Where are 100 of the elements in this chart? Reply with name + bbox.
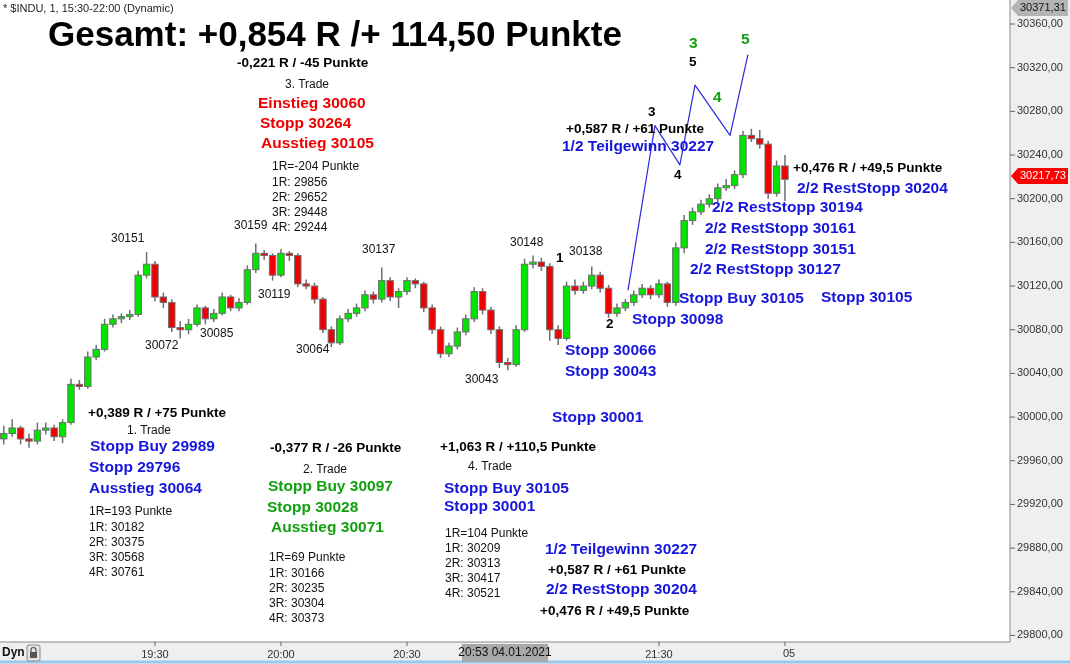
annotation: +0,476 R / +49,5 Punkte [793,159,943,175]
annotation: 4R: 30373 [269,611,325,626]
annotation: Stopp 30001 [444,497,536,515]
y-tick-label: 30200,00 [1017,191,1063,204]
annotation: 1R: 29856 [272,175,328,190]
y-tick-label: 30160,00 [1017,235,1063,248]
annotation: 30119 [258,287,291,302]
annotation: 2/2 RestStopp 30127 [690,260,841,278]
text: 30371,31 [1020,0,1066,13]
y-tick-label: 30280,00 [1017,104,1063,117]
text: 05 [782,646,796,659]
annotation: -0,377 R / -26 Punkte [270,439,402,455]
annotation: Stopp 30066 [565,341,657,359]
annotation: 1R: 30166 [269,566,325,581]
annotation: +0,389 R / +75 Punkte [88,404,227,420]
annotation: 3R: 30568 [89,550,145,565]
annotation: Stopp 30001 [552,408,644,426]
annotation: Stopp Buy 30097 [268,477,393,495]
x-tick-label: 21:30 [645,647,673,660]
y-tick-label: 29920,00 [1017,497,1063,510]
annotation: 3R: 30417 [445,571,501,586]
annotation: 4. Trade [468,459,513,474]
annotation: 1. Trade [127,423,172,438]
text: 20:53 04.01.2021 [458,645,553,660]
annotation: 30138 [569,244,603,259]
annotation: Ausstieg 30064 [89,479,203,497]
annotation: 3 [689,34,698,52]
annotation: 1R: 30209 [445,541,501,556]
annotation: 30137 [362,242,396,257]
annotation: +1,063 R / +110,5 Punkte [440,438,597,454]
annotation: Stopp Buy 30105 [444,479,570,497]
annotation: 4 [674,166,682,182]
y-tick-label: 29880,00 [1017,541,1063,554]
chart-title: Gesamt: +0,854 R /+ 114,50 Punkte [48,14,622,54]
y-tick-label: 30080,00 [1017,322,1063,335]
annotation: +0,476 R / +49,5 Punkte [540,602,690,618]
y-tick-label: 30240,00 [1017,147,1063,160]
annotation: Stopp 30028 [267,498,359,516]
annotation: Ausstieg 30105 [261,134,375,152]
x-tick-label: 20:30 [393,647,421,660]
annotation: 2/2 RestStopp 30194 [712,198,864,216]
annotation: 30072 [145,338,179,353]
annotation: Stopp 30264 [260,114,352,132]
text: Dyn [2,645,25,660]
annotation: 3. Trade [285,77,330,92]
annotation: 2R: 29652 [272,190,328,205]
y-tick-label: 30000,00 [1017,409,1063,422]
y-tick-label: 29840,00 [1017,584,1063,597]
annotation: 2R: 30313 [445,556,501,571]
y-tick-label: 30320,00 [1017,60,1063,73]
annotation: -0,221 R / -45 Punkte [237,54,369,70]
annotation: +0,587 R / +61 Punkte [548,561,687,577]
annotation: 2R: 30375 [89,535,145,550]
annotation: 3 [648,103,656,119]
annotation: Stopp 30098 [632,310,724,328]
annotation: 2 [606,315,614,331]
annotation: +0,587 R / +61 Punkte [566,120,705,136]
y-tick-label: 30040,00 [1017,366,1063,379]
annotation: 4R: 30761 [89,565,145,580]
annotation: Einstieg 30060 [258,94,366,112]
annotation: 30148 [510,235,544,250]
annotation: 30151 [111,231,145,246]
annotation: Stopp 30105 [821,288,913,306]
annotation: 4 [713,88,722,106]
annotation: 1R=69 Punkte [269,550,346,565]
annotation: 1R=193 Punkte [89,504,173,519]
annotation: Stopp Buy 29989 [90,437,216,455]
x-tick-label: 20:00 [267,647,295,660]
annotation: 2. Trade [303,462,348,477]
text: 30217,73 [1020,168,1066,181]
x-tick-label: 19:30 [141,647,169,660]
annotation: 2/2 RestStopp 30161 [705,219,857,237]
annotation: 30159 [234,218,268,233]
annotation: 30064 [296,342,330,357]
annotation: 30043 [465,372,499,387]
annotation: 2/2 RestStopp 30204 [797,179,949,197]
y-tick-label: 29960,00 [1017,453,1063,466]
annotation: 4R: 29244 [272,220,328,235]
annotation: 30085 [200,326,234,341]
annotation: Ausstieg 30071 [271,518,385,536]
annotation: Stopp 30043 [565,362,657,380]
y-tick-label: 30120,00 [1017,278,1063,291]
chart-subtitle: * $INDU, 1, 15:30-22:00 (Dynamic) [3,1,174,14]
annotation: 1 [556,249,564,265]
y-tick-label: 30360,00 [1017,16,1063,29]
annotation: 5 [741,30,750,48]
annotation: 1R=-204 Punkte [272,159,360,174]
annotation: Stopp 29796 [89,458,181,476]
annotation: 2/2 RestStopp 30151 [705,240,857,258]
annotation: 3R: 29448 [272,205,328,220]
annotation: 3R: 30304 [269,596,325,611]
annotation: Stopp Buy 30105 [679,289,805,307]
y-tick-label: 29800,00 [1017,628,1063,641]
annotation: 1R=104 Punkte [445,526,529,541]
annotation: 4R: 30521 [445,586,501,601]
annotation: 1/2 Teilgewinn 30227 [545,540,698,558]
annotation: 2/2 RestStopp 30204 [546,580,698,598]
annotation: 5 [689,53,697,69]
annotation: 1R: 30182 [89,520,145,535]
annotation: 2R: 30235 [269,581,325,596]
